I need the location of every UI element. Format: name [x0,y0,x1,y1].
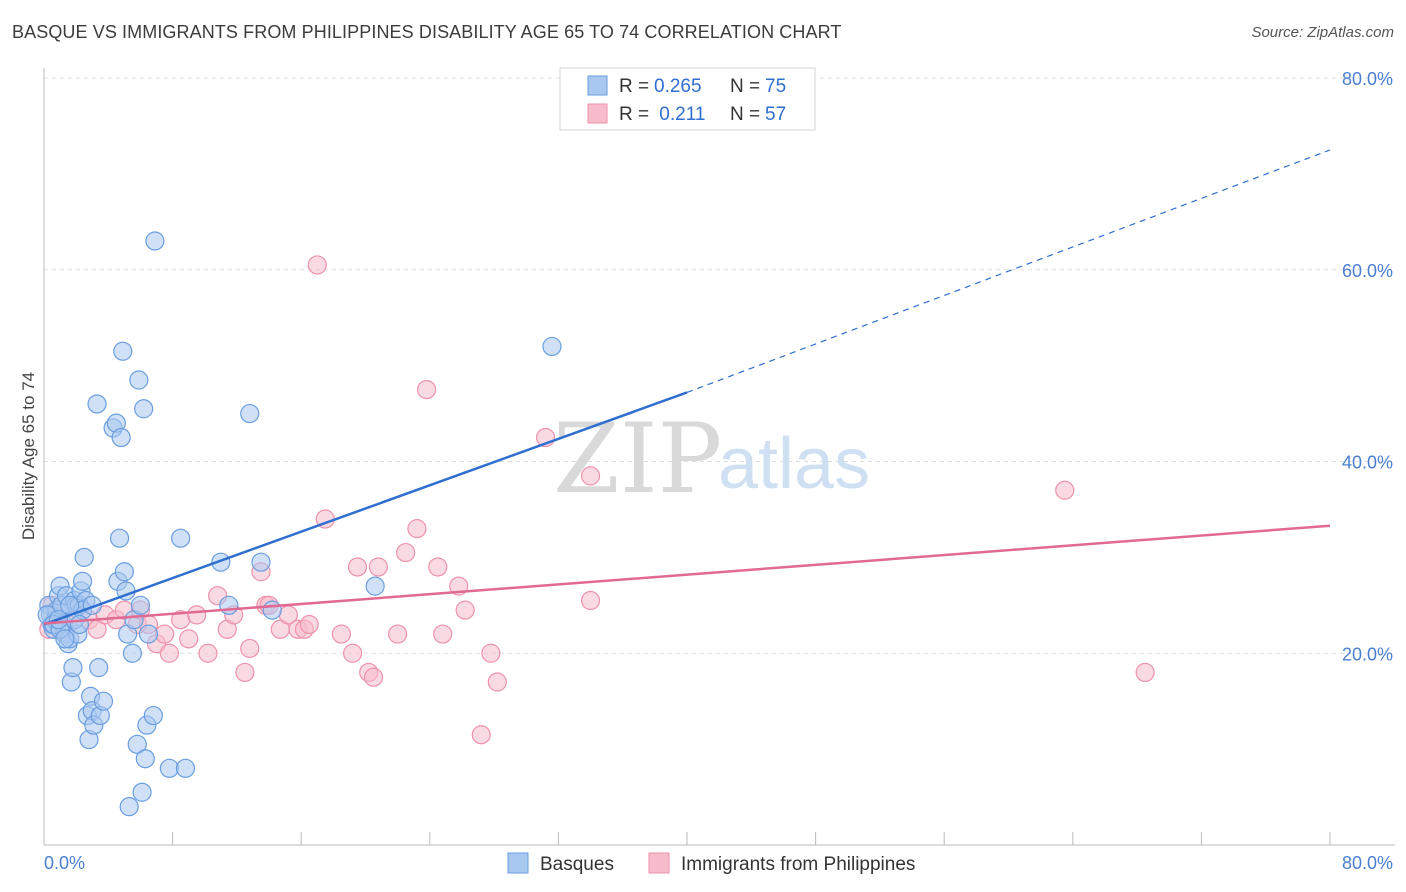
basques-point-32 [93,691,114,711]
trend-line-basques [43,391,688,626]
bottom-legend-swatch-basques [507,852,529,874]
philippines-point-33 [299,614,319,635]
chart-title: BASQUE VS IMMIGRANTS FROM PHILIPPINES DI… [12,22,842,42]
philippines-point-49 [455,600,475,620]
basques-point-50 [135,749,155,769]
bottom-legend-label-basques: Basques [540,854,614,875]
philippines-point-40 [363,667,384,687]
basques-point-21 [72,571,93,591]
series-legend: Basques Immigrants from Philippines [507,852,915,875]
philippines-point-46 [428,557,448,577]
philippines-point-36 [331,624,351,644]
philippines-point-15 [154,624,175,644]
basques-point-58 [211,552,231,572]
correlation-legend: R = 0.265 N = 75 R = 0.211 N = 57 [559,67,816,131]
legend-r-value-philippines: 0.211 [654,104,705,125]
y-tick-label-20: 20.0% [1342,644,1393,664]
philippines-point-51 [481,643,501,663]
basques-point-45 [127,734,147,754]
legend-r-label-philippines: R = [619,104,649,125]
trend-lines [43,149,1331,626]
basques-point-43 [122,643,143,663]
philippines-point-41 [368,557,388,577]
philippines-point-37 [343,643,363,663]
philippines-point-43 [396,542,416,563]
y-tick-label-60: 60.0% [1342,261,1393,281]
basques-point-42 [119,797,139,817]
philippines-point-57 [1135,662,1155,683]
basques-point-29 [87,394,107,414]
bottom-legend-swatch-philippines [648,852,670,874]
philippines-point-16 [159,643,179,663]
basques-point-61 [251,552,271,572]
x-tick-label-max: 80.0% [1342,853,1393,873]
trend-line-basques-extension [686,149,1331,394]
basques-point-57 [175,758,196,778]
philippines-point-20 [198,643,218,663]
basques-point-39 [114,562,134,582]
basques-point-49 [134,399,154,419]
x-tick-label-min: 0.0% [44,853,85,873]
watermark-atlas: atlas [718,424,870,504]
basques-point-52 [138,624,159,644]
basques-point-30 [89,658,109,678]
x-axis-ticks [43,832,1331,845]
legend-n-value-basques: 75 [765,76,786,97]
y-tick-label-80: 80.0% [1342,69,1393,89]
watermark-zip: ZIP [553,403,722,515]
basques-point-68 [55,629,75,649]
legend-swatch-basques [587,75,608,96]
philippines-point-24 [235,662,255,683]
philippines-point-52 [487,672,507,692]
legend-n-value-philippines: 57 [765,104,786,125]
basques-point-53 [143,705,163,726]
philippines-point-44 [407,519,427,539]
y-tick-label-40: 40.0% [1342,453,1393,473]
basques-point-48 [132,782,152,802]
basques-point-36 [109,528,130,548]
gridlines [44,77,1395,654]
philippines-point-54 [580,466,601,486]
legend-swatch-philippines [587,103,608,124]
y-axis-label: Disability Age 65 to 74 [19,372,38,540]
basques-point-59 [219,595,239,615]
basques-point-64 [542,336,562,357]
philippines-point-45 [416,379,437,400]
philippines-point-18 [179,629,199,649]
bottom-legend-label-philippines: Immigrants from Philippines [681,854,915,875]
y-tick-labels: 20.0% 40.0% 60.0% 80.0% [1342,69,1393,664]
basques-point-46 [129,370,149,390]
philippines-point-42 [388,624,408,644]
basques-point-62 [262,600,282,620]
legend-n-label-philippines: N = [730,104,760,125]
basques-point-54 [145,231,165,251]
philippines-point-38 [347,557,368,577]
basques-point-38 [113,341,133,361]
basques-point-63 [365,576,385,596]
basques-point-47 [130,595,151,615]
trend-line-philippines [43,524,1331,625]
philippines-point-47 [433,624,453,644]
basques-point-37 [111,427,131,448]
philippines-point-55 [580,590,601,611]
basques-point-56 [171,528,191,548]
philippines-point-25 [240,638,260,659]
philippines-point-50 [471,725,491,745]
philippines-point-34 [307,255,327,275]
philippines-point-56 [1055,480,1075,500]
basques-point-60 [240,403,260,424]
basques-point-55 [159,758,179,778]
basques-point-15 [63,658,83,678]
basques-point-22 [74,547,94,567]
legend-n-label-basques: N = [730,76,760,97]
legend-r-label-basques: R = [619,76,649,97]
basques-point-74 [69,614,89,635]
legend-r-value-basques: 0.265 [654,76,702,97]
source-label: Source: ZipAtlas.com [1251,24,1394,41]
philippines-point-19 [187,605,207,625]
